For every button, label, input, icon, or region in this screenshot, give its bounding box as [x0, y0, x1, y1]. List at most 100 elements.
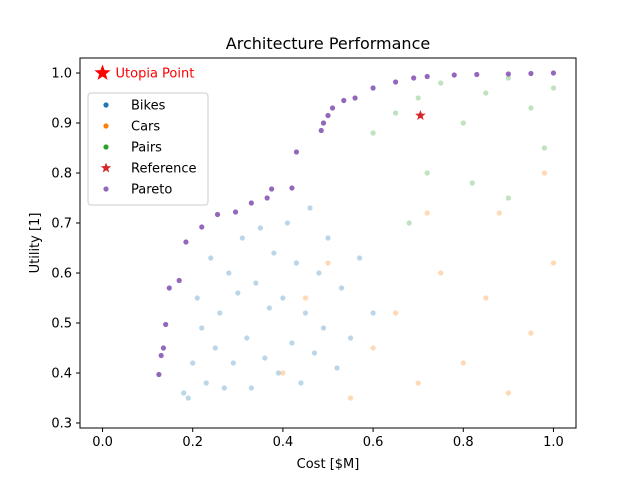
cars-point — [541, 170, 548, 176]
pareto-point — [264, 195, 270, 201]
pareto-point — [370, 85, 376, 91]
plot-frame — [79, 57, 577, 429]
pairs-point — [393, 110, 399, 116]
pairs-point — [505, 195, 511, 201]
bikes-point — [248, 385, 254, 391]
legend-item-pareto: Pareto — [103, 183, 172, 198]
pareto-point — [183, 239, 189, 245]
legend-marker — [103, 144, 109, 150]
legend-marker — [103, 123, 109, 129]
legend-box — [87, 92, 209, 206]
pareto-point — [158, 352, 164, 359]
pareto-point — [505, 71, 511, 77]
legend-label: Pareto — [131, 183, 172, 198]
series-reference — [415, 110, 426, 120]
bikes-point — [199, 325, 205, 331]
legend-label: Bikes — [131, 99, 166, 114]
y-tick-label: 0.3 — [51, 417, 72, 432]
bikes-point — [217, 310, 223, 316]
pairs-point — [424, 170, 430, 176]
legend-item-pairs: Pairs — [103, 141, 162, 156]
pairs-point — [469, 180, 475, 186]
pareto-point — [289, 185, 295, 191]
y-tick-label: 1.0 — [51, 67, 72, 82]
pareto-point — [474, 71, 480, 78]
y-tick-label: 0.5 — [51, 317, 72, 332]
cars-point — [280, 370, 286, 376]
cars-point — [393, 310, 399, 316]
utopia-point-star-icon — [94, 64, 111, 80]
x-tick-label: 0.2 — [182, 435, 203, 450]
cars-point — [370, 345, 376, 351]
bikes-point — [208, 255, 214, 261]
bikes-point — [194, 295, 200, 301]
y-tick-label: 0.6 — [51, 267, 72, 282]
cars-point — [496, 210, 502, 216]
pareto-point — [160, 345, 167, 351]
utopia-point-label: Utopia Point — [116, 67, 195, 82]
pareto-point — [550, 70, 557, 76]
pairs-point — [460, 120, 466, 126]
legend-label: Pairs — [131, 141, 162, 156]
x-tick-label: 1.0 — [543, 435, 564, 450]
x-axis-label: Cost [$M] — [297, 457, 360, 472]
series-pareto — [156, 70, 557, 378]
pareto-point — [156, 371, 162, 378]
x-tick-label: 0.0 — [92, 435, 113, 450]
cars-point — [325, 260, 331, 266]
pareto-point — [352, 95, 358, 101]
bikes-point — [262, 355, 268, 361]
bikes-point — [298, 380, 304, 386]
bikes-point — [293, 260, 300, 266]
bikes-point — [275, 370, 281, 376]
pareto-point — [248, 200, 254, 206]
cars-point — [424, 210, 430, 216]
legend-item-bikes: Bikes — [103, 99, 166, 114]
x-tick-label: 0.8 — [453, 435, 474, 450]
pareto-point — [166, 285, 172, 291]
bikes-point — [181, 390, 187, 396]
y-tick-label: 0.9 — [51, 117, 72, 132]
ticks-layer: 0.0 0.2 0.4 0.6 0.8 1.0 0.3 0.4 0.5 0.6 0.7 0.8 0.9 1… — [51, 67, 563, 451]
pareto-point — [318, 127, 324, 134]
bikes-point — [257, 225, 263, 231]
cars-point — [460, 360, 466, 366]
x-tick-label: 0.6 — [363, 435, 384, 450]
bikes-point — [347, 335, 354, 341]
pareto-point — [411, 75, 417, 81]
bikes-point — [338, 285, 345, 291]
bikes-point — [334, 365, 340, 371]
bikes-point — [230, 360, 236, 366]
pareto-point — [528, 70, 534, 77]
cars-point — [438, 270, 444, 276]
series-cars — [280, 170, 557, 401]
legend-marker — [100, 162, 112, 173]
cars-point — [483, 295, 489, 301]
pareto-point — [451, 72, 457, 78]
pairs-point — [370, 130, 376, 136]
utopia-annotation: Utopia Point — [94, 64, 195, 82]
bikes-point — [311, 350, 318, 356]
bikes-point — [280, 295, 286, 301]
pareto-point — [325, 112, 331, 119]
cars-point — [415, 380, 421, 386]
pareto-point — [341, 97, 347, 104]
legend-item-reference: Reference — [100, 162, 196, 177]
bikes-point — [271, 250, 277, 256]
y-axis-label: Utility [1] — [28, 213, 43, 274]
pairs-point — [541, 145, 548, 151]
pareto-point — [293, 149, 300, 155]
legend-label: Reference — [131, 162, 196, 177]
bikes-point — [266, 305, 272, 311]
pairs-point — [415, 95, 421, 101]
pareto-point — [163, 321, 169, 328]
pareto-point — [320, 120, 327, 126]
cars-point — [505, 390, 511, 396]
points-layer — [156, 70, 557, 401]
bikes-point — [190, 360, 196, 366]
pairs-point — [438, 80, 444, 86]
x-tick-label: 0.4 — [273, 435, 294, 450]
bikes-point — [203, 380, 209, 386]
legend-marker — [103, 102, 109, 108]
bikes-point — [307, 205, 313, 211]
